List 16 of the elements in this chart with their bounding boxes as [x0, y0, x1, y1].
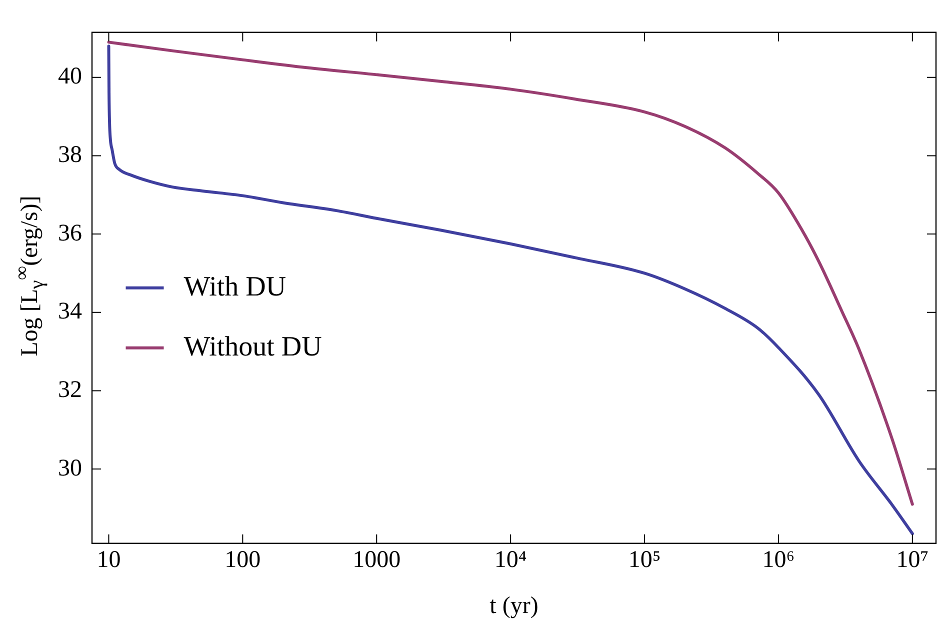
y-tick-label: 30: [58, 455, 82, 482]
y-tick-label: 38: [58, 142, 82, 168]
x-tick-label: 10⁵: [628, 547, 661, 574]
x-tick-label: 1000: [352, 547, 401, 574]
x-tick-label: 100: [224, 547, 261, 574]
x-tick-label: 10: [96, 547, 121, 574]
y-tick-label: 34: [58, 298, 82, 325]
x-tick-label: 10⁴: [494, 547, 527, 574]
legend-label: With DU: [184, 271, 286, 302]
y-tick-label: 40: [58, 64, 82, 90]
y-tick-label: 36: [58, 220, 82, 246]
x-tick-label: 10⁷: [896, 547, 929, 574]
x-tick-label: 10⁶: [762, 547, 795, 574]
x-axis-title: t (yr): [490, 592, 538, 619]
y-tick-label: 32: [58, 376, 82, 403]
legend-label: Without DU: [184, 331, 322, 362]
